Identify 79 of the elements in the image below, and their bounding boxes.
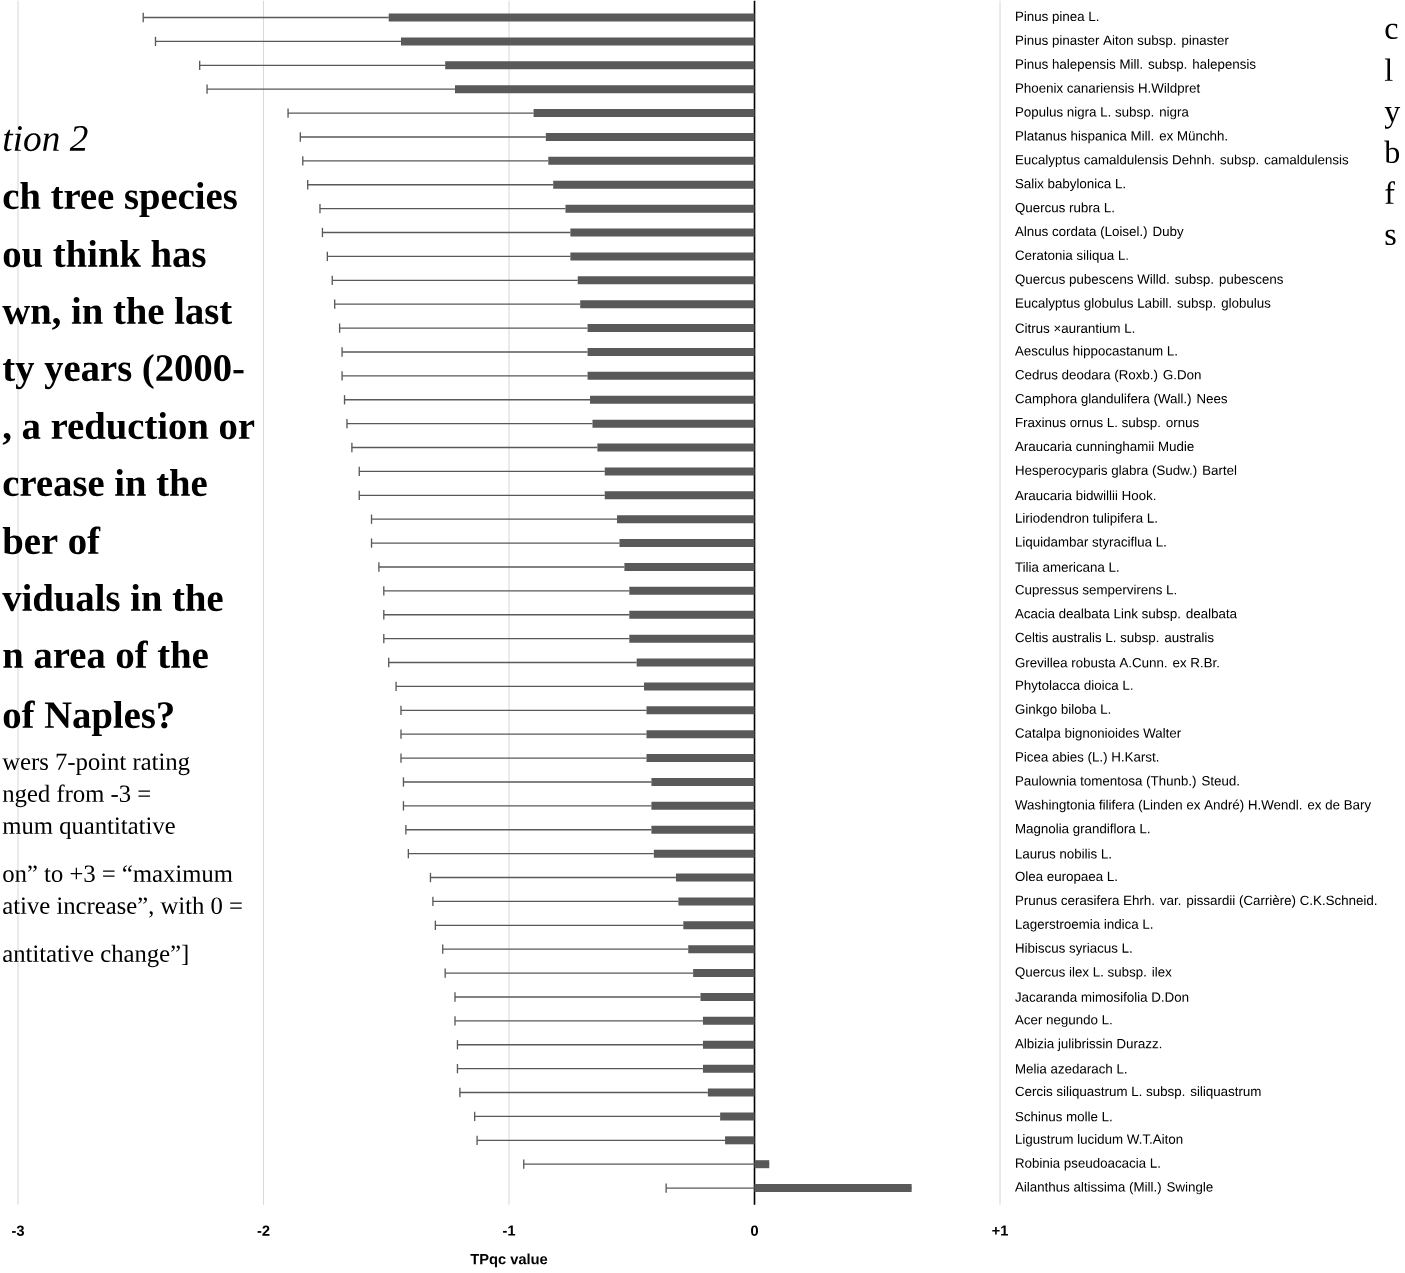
y-tick-label: Schinus molle L. [1015,1111,1112,1122]
x-tick-label: 0 [751,1225,758,1237]
annotation: on” to +3 = “maximum [3,865,233,883]
y-tick-label: Albizia julibrissin Durazz. [1014,1038,1162,1052]
y-tick-label: Melia azedarach L. [1016,1063,1127,1074]
y-tick-label: Cercis siliquastrum L. subsp. siliquastrum [1015,1086,1261,1099]
y-tick-label: Celtis australis L. subsp. australis [1015,632,1214,645]
y-tick-label: Phoenix canariensis H.Wildpret [1016,83,1201,96]
y-tick-label: Ginkgo biloba L. [1015,704,1111,717]
annotation: tion 2 [3,126,88,152]
y-tick-label: Acacia dealbata Link subsp. dealbata [1014,608,1238,622]
y-tick-label: Platanus hispanica Mill. ex Münchh. [1016,130,1227,144]
x-axis-title: TPqc value [470,1253,548,1268]
y-tick-label: Tilia americana L. [1015,562,1119,572]
x-tick-label: -1 [503,1225,516,1236]
annotation: wn, in the last [2,297,232,330]
y-tick-label: Alnus cordata (Loisel.) Duby [1014,226,1184,239]
y-tick-label: Hesperocyparis glabra (Sudw.) Bartel [1016,465,1237,478]
y-tick-label: Populus nigra L. subsp. nigra [1016,106,1189,120]
y-tick-label: Ligustrum lucidum W.T.Aiton [1016,1134,1183,1147]
y-tick-label: Robinia pseudoacacia L. [1016,1158,1160,1171]
y-tick-label: Ceratonia siliqua L. [1015,250,1128,263]
y-tick-label: Picea abies (L.) H.Karst. [1016,751,1159,765]
y-tick-label: Phytolacca dioica L. [1016,680,1133,693]
annotation: antitative change”] [3,944,188,968]
annotation: n area of the [3,640,208,669]
y-tick-label: Laurus nobilis L. [1016,848,1111,859]
annotation: nged from -3 = [2,784,150,808]
annotation: of Naples? [3,700,173,737]
y-tick-label: Fraxinus ornus L. subsp. ornus [1016,417,1199,430]
y-tick-label: Camphora glandulifera (Wall.) Nees [1015,393,1228,407]
y-tick-label: Eucalyptus globulus Labill. subsp. globulus [1016,298,1271,311]
x-tick-label: +1 [992,1225,1008,1236]
y-tick-label: Prunus cerasifera Ehrh. var. pissardii (Carrière) C.K.Schneid. [1016,895,1377,908]
text: f [1385,181,1395,204]
y-tick-label: Pinus pinaster Aiton subsp. pinaster [1016,35,1229,48]
y-tick-label: Salix babylonica L. [1015,178,1125,192]
y-tick-label: Eucalyptus camaldulensis Dehnh. subsp. camaldulensis [1016,154,1349,168]
x-tick-label: -3 [12,1225,25,1237]
y-tick-label: Liquidambar styraciflua L. [1016,536,1166,550]
y-tick-label: Quercus pubescens Willd. subsp. pubescens [1015,274,1283,287]
text: y [1384,107,1401,129]
y-tick-label: Aesculus hippocastanum L. [1014,345,1177,359]
text: l [1384,58,1393,81]
annotation: crease in the [3,469,207,497]
annotation: ative increase”, with 0 = [3,896,242,918]
y-tick-label: Hibiscus syriacus L. [1016,943,1132,956]
y-tick-label: Catalpa bignonioides Walter [1015,728,1181,741]
y-tick-label: Jacaranda mimosifolia D.Don [1015,992,1189,1002]
y-tick-label: Acer negundo L. [1014,1014,1112,1028]
text: s [1385,229,1396,246]
y-tick-label: Lagerstroemia indica L. [1016,919,1153,932]
annotation: ber of [2,526,101,555]
y-tick-label: Magnolia grandiflora L. [1016,823,1150,837]
y-tick-label: Cedrus deodara (Roxb.) G.Don [1015,369,1201,383]
y-tick-label: Citrus ×aurantium L. [1015,323,1135,334]
y-tick-label: Cupressus sempervirens L. [1015,584,1176,598]
annotation: ch tree species [3,182,237,218]
y-tick-label: Pinus pinea L. [1016,11,1099,24]
annotation: viduals in the [2,584,223,612]
y-tick-label: Olea europaea L. [1015,871,1117,884]
y-tick-label: Quercus rubra L. [1015,202,1114,215]
text: c [1385,23,1398,40]
y-tick-label: Araucaria bidwillii Hook. [1014,490,1156,501]
annotation: mum quantitative [2,817,175,840]
y-tick-label: Liriodendron tulipifera L. [1016,513,1157,526]
annotation: ou think has [3,240,206,268]
y-tick-label: Washingtonia filifera (Linden ex André) H.Wendl. ex de Bary [1015,799,1372,813]
x-tick-label: -2 [257,1225,270,1236]
annotation: ty years (2000- [2,354,244,390]
y-tick-label: Quercus ilex L. subsp. ilex [1015,966,1172,980]
y-tick-label: Ailanthus altissima (Mill.) Swingle [1014,1181,1213,1195]
y-tick-label: Araucaria cunninghamii Mudie [1014,441,1194,454]
annotation: , a reduction or [2,412,255,445]
annotation: wers 7-point rating [2,753,190,776]
text: b [1384,140,1400,164]
y-tick-label: Paulownia tomentosa (Thunb.) Steud. [1016,775,1239,789]
y-tick-label: Grevillea robusta A.Cunn. ex R.Br. [1015,657,1219,668]
y-tick-label: Pinus halepensis Mill. subsp. halepensis [1016,59,1256,72]
